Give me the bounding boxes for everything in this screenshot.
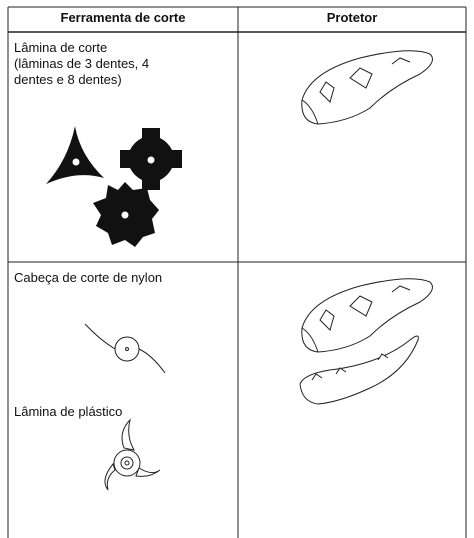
blade-8-teeth [93, 182, 159, 247]
guard-icon [301, 278, 433, 353]
header-cell: Ferramenta de corte [60, 10, 186, 25]
blade-4-teeth [120, 128, 182, 190]
cell-title: Lâmina de plástico [14, 404, 123, 419]
blade-3-teeth [46, 126, 104, 184]
guard-extension-icon [299, 335, 419, 405]
nylon-head [84, 323, 166, 374]
cell-title: Lâmina de corte [14, 40, 108, 55]
cell-title: Cabeça de corte de nylon [14, 270, 163, 285]
plastic-blade [104, 418, 161, 491]
guard-icon [301, 50, 433, 125]
cell-text: (lâminas de 3 dentes, 4 dentes e 8 dente… [14, 56, 150, 87]
header-cell: Protetor [326, 10, 378, 25]
